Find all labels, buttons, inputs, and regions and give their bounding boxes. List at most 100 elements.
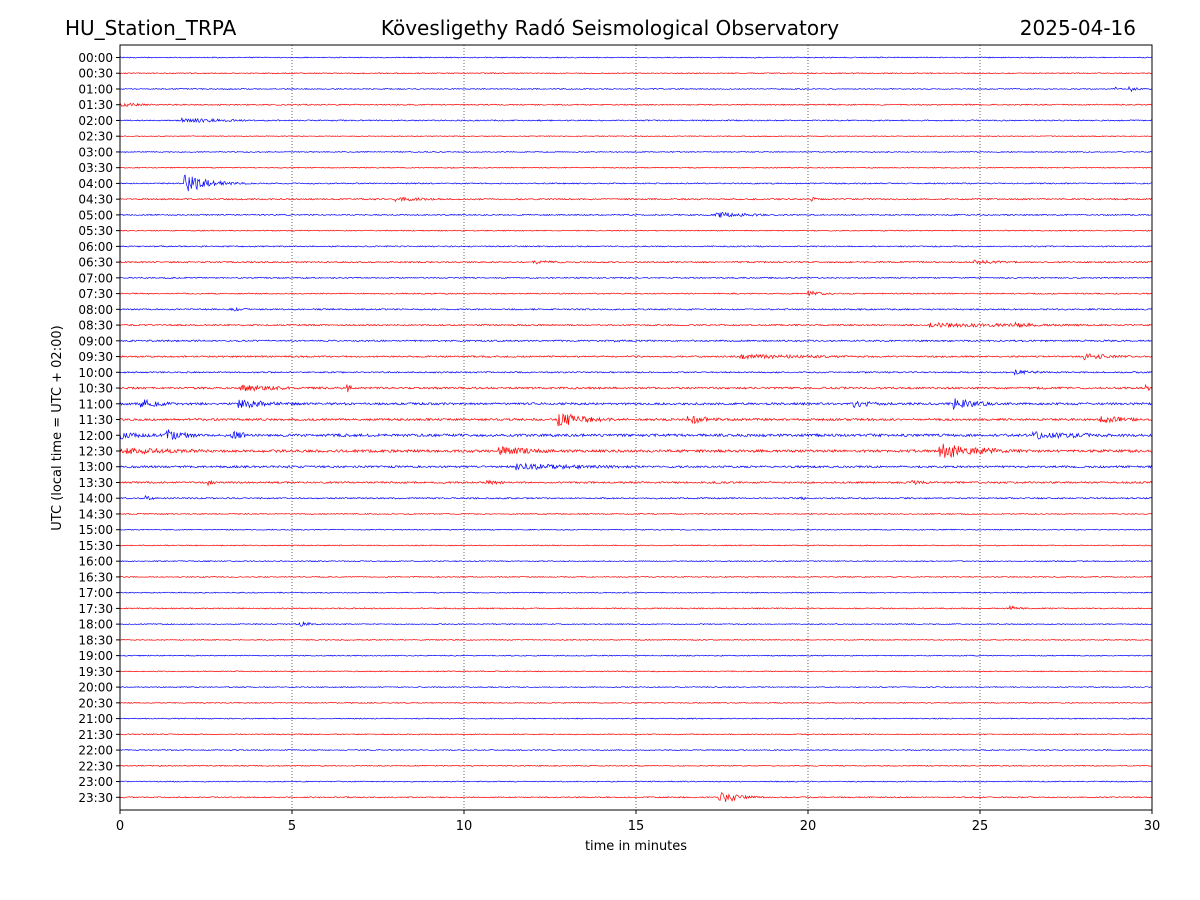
y-tick-label: 03:30 — [78, 161, 113, 175]
y-tick-label: 09:30 — [78, 350, 113, 364]
x-tick-label: 20 — [800, 819, 817, 834]
y-tick-label: 05:00 — [78, 208, 113, 222]
seismic-trace — [119, 276, 1153, 280]
seismic-trace — [119, 479, 1153, 487]
seismic-trace — [119, 369, 1153, 376]
y-tick-label: 09:00 — [78, 334, 113, 348]
y-tick-label: 04:00 — [78, 177, 113, 191]
y-tick-label: 07:30 — [78, 287, 113, 301]
y-tick-label: 15:00 — [78, 523, 113, 537]
seismic-trace — [119, 245, 1153, 248]
y-tick-label: 14:00 — [78, 492, 113, 506]
seismic-trace — [119, 72, 1153, 75]
seismic-trace — [120, 670, 1153, 673]
seismic-trace — [119, 780, 1153, 783]
y-tick-label: 19:00 — [78, 649, 113, 663]
seismic-trace — [119, 544, 1153, 547]
y-tick-label: 08:00 — [78, 303, 113, 317]
y-tick-label: 10:00 — [78, 366, 113, 380]
seismic-trace — [119, 717, 1153, 720]
seismic-trace — [119, 174, 1153, 192]
seismic-trace — [119, 321, 1153, 329]
seismic-trace — [119, 512, 1153, 515]
y-tick-label: 12:30 — [78, 445, 113, 459]
y-tick-label: 02:30 — [78, 130, 113, 144]
y-tick-label: 13:30 — [78, 476, 113, 490]
seismic-trace — [119, 290, 1153, 297]
seismic-trace — [119, 353, 1153, 361]
y-tick-label: 11:00 — [78, 397, 113, 411]
y-tick-label: 13:00 — [78, 460, 113, 474]
seismic-trace — [119, 196, 1153, 203]
y-tick-label: 20:00 — [78, 681, 113, 695]
seismic-trace — [119, 528, 1153, 531]
y-tick-label: 19:30 — [78, 665, 113, 679]
x-tick-label: 5 — [288, 819, 296, 834]
x-tick-label: 15 — [628, 819, 645, 834]
y-tick-label: 17:00 — [78, 586, 113, 600]
chart-title: Kövesligethy Radó Seismological Observat… — [380, 16, 840, 40]
y-tick-label: 23:00 — [78, 775, 113, 789]
y-tick-label: 21:30 — [78, 728, 113, 742]
seismic-trace — [119, 791, 1153, 803]
seismic-trace — [119, 591, 1153, 594]
seismic-trace — [119, 413, 1153, 427]
seismic-trace — [119, 211, 1153, 218]
y-tick-label: 23:30 — [78, 791, 113, 805]
seismic-trace — [119, 383, 1153, 393]
seismic-trace — [119, 259, 1153, 265]
seismic-trace — [119, 135, 1153, 138]
y-tick-label: 08:30 — [78, 319, 113, 333]
seismic-trace — [119, 764, 1153, 767]
seismic-trace — [119, 686, 1153, 689]
y-tick-label: 21:00 — [78, 712, 113, 726]
x-tick-label: 10 — [456, 819, 473, 834]
seismic-trace — [119, 654, 1153, 657]
y-tick-label: 11:30 — [78, 413, 113, 427]
y-tick-label: 06:30 — [78, 256, 113, 270]
seismic-trace — [119, 560, 1153, 563]
x-tick-label: 25 — [972, 819, 989, 834]
y-tick-label: 00:00 — [78, 51, 113, 65]
y-tick-label: 17:30 — [78, 602, 113, 616]
x-tick-label: 30 — [1144, 819, 1161, 834]
y-tick-label: 20:30 — [78, 696, 113, 710]
y-tick-label: 18:00 — [78, 618, 113, 632]
seismic-trace — [120, 56, 1153, 59]
seismic-trace — [119, 85, 1153, 93]
seismic-trace — [119, 117, 1153, 123]
seismic-trace — [119, 462, 1153, 471]
y-tick-label: 15:30 — [78, 539, 113, 553]
y-tick-label: 02:00 — [78, 114, 113, 128]
seismic-trace — [119, 494, 1153, 501]
y-tick-label: 07:00 — [78, 271, 113, 285]
seismic-trace — [119, 638, 1153, 641]
grid-lines — [291, 45, 981, 810]
seismic-trace — [119, 620, 1153, 627]
chart-date: 2025-04-16 — [1019, 16, 1136, 40]
y-tick-label: 01:30 — [78, 98, 113, 112]
x-tick-label: 0 — [116, 819, 124, 834]
seismic-trace — [119, 701, 1153, 704]
seismic-trace — [119, 749, 1153, 752]
seismic-trace — [119, 339, 1153, 343]
y-axis-label: UTC (local time = UTC + 02:00) — [50, 325, 65, 530]
seismic-trace — [119, 150, 1153, 153]
y-tick-label: 05:30 — [78, 224, 113, 238]
seismic-trace — [119, 429, 1153, 441]
y-tick-label: 04:30 — [78, 193, 113, 207]
x-axis-label: time in minutes — [585, 839, 687, 854]
seismic-trace — [119, 733, 1153, 736]
seismic-trace — [119, 102, 1153, 107]
seismic-trace — [119, 398, 1153, 411]
y-tick-label: 16:00 — [78, 555, 113, 569]
y-tick-label: 10:30 — [78, 382, 113, 396]
seismic-trace — [119, 166, 1153, 169]
seismic-trace — [119, 229, 1153, 232]
y-tick-label: 22:30 — [78, 759, 113, 773]
y-tick-label: 06:00 — [78, 240, 113, 254]
seismic-trace — [119, 604, 1153, 610]
seismic-trace — [119, 575, 1153, 578]
